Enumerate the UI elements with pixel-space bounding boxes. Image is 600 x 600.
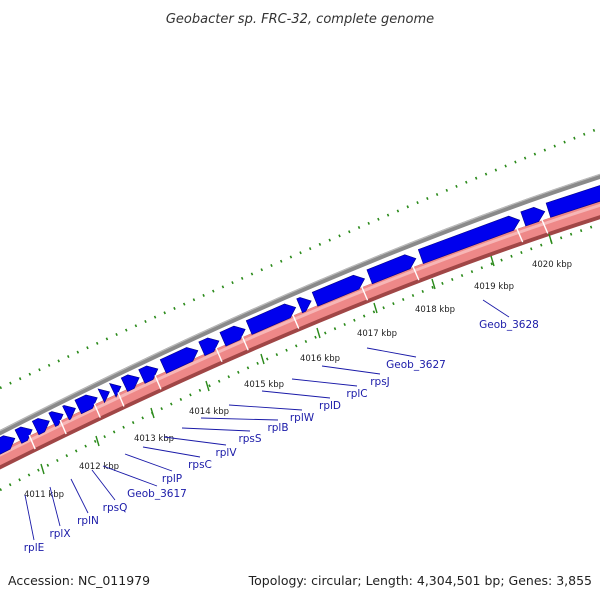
cds-band-fill — [0, 201, 600, 466]
gene-label-leader — [291, 378, 358, 387]
gene-arrow — [0, 435, 16, 455]
genome-arc — [0, 173, 600, 470]
gene-arrow — [198, 337, 220, 356]
gene-label-leader — [70, 478, 89, 514]
gc-skew-outer-dots — [0, 126, 600, 390]
gc-skew-inner-dots — [0, 222, 600, 492]
gene-label-leader — [91, 469, 116, 501]
gene-label: Geob_3627 — [386, 359, 446, 371]
gene-arrow — [545, 185, 600, 218]
gene-label-leader — [163, 436, 227, 446]
gene-label: rplP — [162, 473, 182, 485]
gene-label-leader — [124, 453, 173, 472]
gene-label: rplB — [267, 422, 288, 434]
scale-tick-label: 4014 kbp — [189, 407, 229, 417]
scale-tick-mark — [40, 463, 45, 475]
scale-tick-mark — [316, 327, 321, 339]
cds-separator — [59, 419, 67, 435]
gene-arrow — [14, 426, 33, 444]
gene-arrow — [520, 206, 546, 227]
gene-label: Geob_3628 — [479, 319, 539, 331]
gene-label: Geob_3617 — [127, 488, 187, 500]
gene-arrow — [366, 254, 417, 285]
gene-label: rplW — [290, 412, 315, 424]
scale-tick-label: 4020 kbp — [532, 260, 572, 270]
gene-label: rpsS — [238, 433, 261, 445]
gene-labels: rplErplXrplNrpsQGeob_3617rplPrpsCrplVrps… — [24, 299, 539, 554]
cds-separator — [93, 403, 101, 418]
gene-label-leader — [24, 494, 35, 541]
gene-arrow — [138, 365, 159, 384]
gene-label: rplC — [346, 388, 367, 400]
gene-arrow — [31, 418, 50, 436]
gene-label-leader — [200, 417, 279, 421]
gene-label: rpsQ — [103, 502, 128, 514]
gene-arrow — [219, 325, 246, 347]
gene-label: rplX — [49, 528, 70, 540]
scale-tick-mark — [205, 380, 210, 392]
gene-arrow — [120, 374, 140, 392]
genome-backbone — [0, 173, 600, 436]
gene-label-leader — [181, 427, 251, 432]
gene-label: rplD — [319, 400, 341, 412]
gene-label-leader — [228, 404, 303, 411]
gene-arrow — [159, 347, 199, 374]
gene-label: rplN — [77, 515, 99, 527]
cds-separator — [241, 335, 249, 351]
cds-separator — [541, 219, 549, 234]
cds-separator — [154, 375, 162, 390]
gene-arrow — [62, 405, 76, 421]
scale-tick-label: 4017 kbp — [357, 329, 397, 339]
cds-separator — [360, 285, 369, 301]
gene-arrow — [245, 303, 297, 335]
scale-tick-label: 4013 kbp — [134, 434, 174, 444]
scale-tick-mark — [150, 407, 155, 419]
scale-ticks: 4011 kbp 4012 kbp 4013 kbp 4014 kbp 4015 kbp… — [24, 233, 572, 500]
gene-arrow — [48, 411, 64, 427]
cds-separator — [516, 227, 524, 243]
cds-separator — [117, 392, 125, 407]
scale-tick-mark — [95, 435, 100, 447]
gene-label-leader — [49, 486, 61, 527]
gene-label-leader — [261, 390, 331, 399]
scale-tick-label: 4019 kbp — [474, 282, 514, 292]
cds-separator — [412, 265, 420, 281]
scale-tick-label: 4015 kbp — [244, 380, 284, 390]
gene-arrow — [296, 297, 312, 314]
scale-tick-mark — [548, 233, 553, 245]
gene-label-leader — [482, 299, 510, 318]
accession-text: Accession: NC_011979 — [8, 573, 150, 588]
cds-band-separators — [28, 219, 549, 450]
gene-label-leader — [102, 465, 158, 487]
gene-arrow — [97, 388, 110, 404]
cds-separator — [292, 314, 300, 329]
genome-backbone-highlight — [0, 173, 600, 432]
scale-tick-label: 4012 kbp — [79, 462, 119, 472]
gene-label: rpsJ — [370, 376, 390, 388]
scale-tick-mark — [373, 302, 378, 314]
gene-arrow-track — [0, 185, 600, 455]
map-title: Geobacter sp. FRC-32, complete genome — [166, 12, 434, 27]
gene-label: rplE — [24, 542, 45, 554]
scale-tick-label: 4016 kbp — [300, 354, 340, 364]
gene-arrow — [74, 394, 98, 415]
scale-tick-label: 4018 kbp — [415, 305, 455, 315]
gene-label: rpsC — [188, 459, 212, 471]
gene-label-leader — [142, 446, 201, 458]
scale-tick-label: 4011 kbp — [24, 490, 64, 500]
gene-arrow — [311, 274, 366, 307]
scale-tick-mark — [431, 278, 436, 290]
cds-separator — [28, 434, 36, 450]
gene-label-leader — [321, 365, 381, 375]
scale-tick-mark — [260, 353, 265, 365]
scale-tick-mark — [490, 255, 495, 267]
gene-arrow — [417, 215, 521, 264]
gene-label: rplV — [215, 447, 237, 459]
cds-separator — [215, 347, 223, 363]
cds-band-shine — [0, 203, 600, 457]
gene-arrow — [109, 382, 122, 398]
gene-label-leader — [366, 347, 417, 358]
genome-summary-text: Topology: circular; Length: 4,304,501 bp… — [248, 573, 592, 588]
